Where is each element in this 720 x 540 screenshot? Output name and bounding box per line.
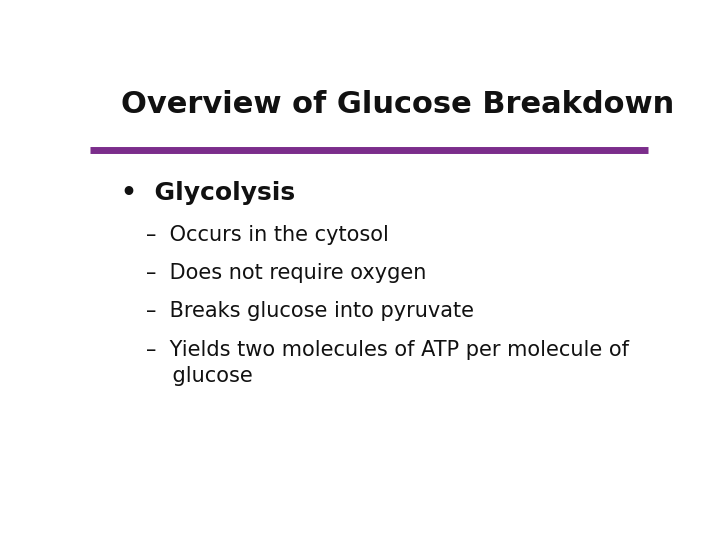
Text: –  Occurs in the cytosol: – Occurs in the cytosol bbox=[145, 225, 389, 245]
Text: –  Yields two molecules of ATP per molecule of
    glucose: – Yields two molecules of ATP per molecu… bbox=[145, 340, 629, 386]
Text: –  Breaks glucose into pyruvate: – Breaks glucose into pyruvate bbox=[145, 301, 474, 321]
Text: –  Does not require oxygen: – Does not require oxygen bbox=[145, 263, 426, 283]
Text: •  Glycolysis: • Glycolysis bbox=[121, 181, 294, 205]
Text: Overview of Glucose Breakdown: Overview of Glucose Breakdown bbox=[121, 90, 674, 119]
